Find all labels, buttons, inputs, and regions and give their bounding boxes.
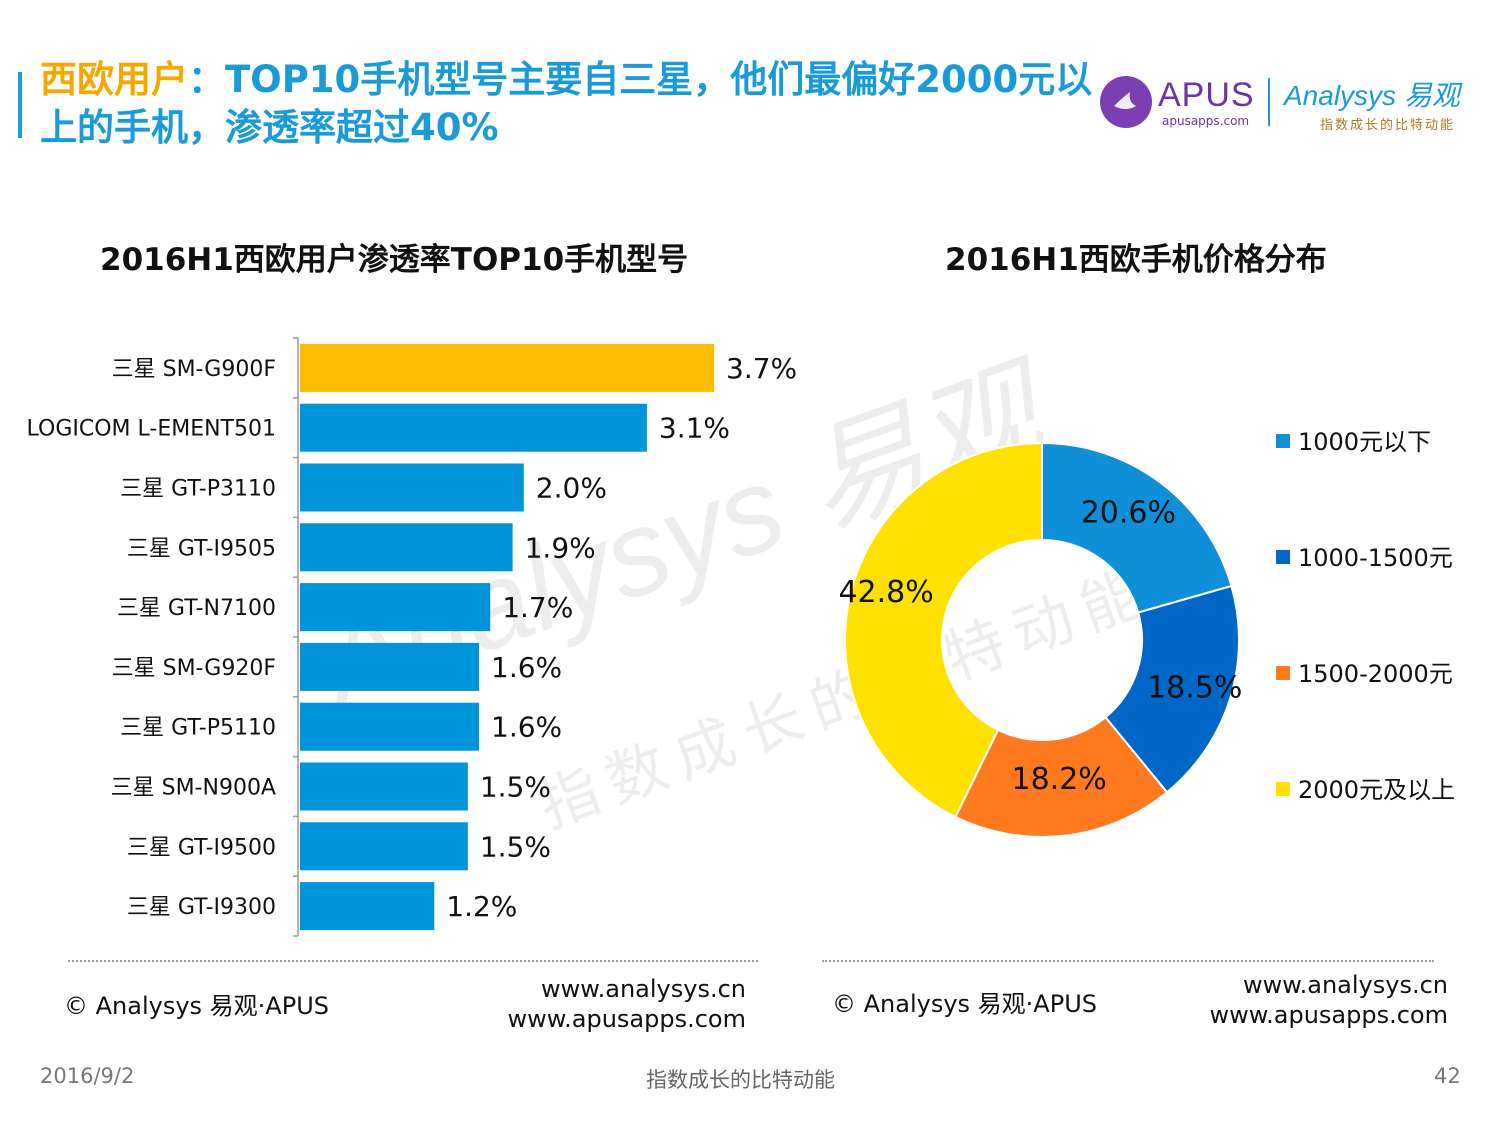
bar-value-label: 1.5%	[480, 771, 551, 804]
bar-category-label: 三星 GT-N7100	[117, 596, 276, 621]
legend-label: 1000-1500元	[1298, 544, 1453, 572]
bar-category-label: 三星 GT-P3110	[120, 477, 276, 502]
bar-value-label: 1.2%	[446, 890, 517, 923]
urls-left: www.analysys.cn www.apusapps.com	[440, 974, 746, 1034]
bar	[300, 583, 491, 632]
bar-chart-title: 2016H1西欧用户渗透率TOP10手机型号	[100, 242, 689, 278]
bar-category-label: 三星 SM-G920F	[112, 656, 276, 681]
bar	[300, 463, 524, 512]
apus-logo: APUS apusapps.com	[1100, 72, 1260, 132]
bar-value-label: 1.6%	[491, 711, 562, 744]
analysys-logo-text: Analysys 易观	[1284, 80, 1460, 111]
bar-category-label: 三星 SM-N900A	[111, 776, 276, 801]
apus-bird-icon	[1100, 76, 1152, 128]
bar-chart: 三星 SM-G900F 3.7% LOGICOM L-EMENT501 3.1% 三星 …	[27, 337, 797, 937]
bar-value-label: 1.5%	[480, 830, 551, 863]
apus-logo-text: APUS	[1158, 76, 1255, 114]
legend-label: 2000元及以上	[1298, 776, 1455, 804]
bar	[300, 822, 468, 871]
bar	[300, 642, 480, 691]
bar	[300, 403, 647, 452]
bar-category-label: 三星 SM-G900F	[112, 357, 276, 382]
bar-category-label: 三星 GT-P5110	[120, 716, 276, 741]
footer-date: 2016/9/2	[40, 1064, 135, 1088]
legend-swatch	[1276, 550, 1290, 564]
donut-slice	[844, 441, 1043, 819]
url-apus-right: www.apusapps.com	[1209, 1001, 1448, 1029]
bar-value-label: 1.6%	[491, 651, 562, 684]
footer-divider-right	[822, 960, 1434, 962]
donut-value-label: 18.2%	[1011, 762, 1106, 797]
urls-right: www.analysys.cn www.apusapps.com	[1140, 970, 1448, 1030]
donut-value-label: 20.6%	[1081, 495, 1176, 530]
bar	[300, 762, 468, 811]
page-title: 西欧用户：TOP10手机型号主要自三星，他们最偏好2000元以上的手机，渗透率超…	[40, 56, 1120, 152]
logo-divider	[1268, 78, 1270, 126]
legend-label: 1000元以下	[1298, 428, 1431, 456]
apus-logo-url: apusapps.com	[1162, 114, 1250, 128]
bar-value-label: 3.1%	[659, 412, 730, 445]
url-analysys-right: www.analysys.cn	[1242, 971, 1448, 999]
page-number: 42	[1434, 1064, 1461, 1088]
copyright-left: © Analysys 易观·APUS	[64, 992, 329, 1020]
pie-chart: 20.6% 18.5% 18.2% 42.8% 1000元以下 1000-1500元 150…	[838, 428, 1455, 838]
bar-value-label: 2.0%	[536, 472, 607, 505]
bar	[300, 702, 480, 751]
legend-swatch	[1276, 666, 1290, 680]
bar-category-label: 三星 GT-I9500	[127, 835, 276, 860]
bar-category-label: 三星 GT-I9300	[127, 895, 276, 920]
analysys-logo-slogan: 指数成长的比特动能	[1320, 118, 1456, 133]
footer-slogan: 指数成长的比特动能	[646, 1068, 835, 1092]
donut-value-label: 18.5%	[1147, 671, 1242, 706]
page-title-rest: ：TOP10手机型号主要自三星，他们最偏好2000元以上的手机，渗透率超过40%	[40, 58, 1093, 149]
donut-slice	[1041, 441, 1233, 614]
legend-label: 1500-2000元	[1298, 660, 1453, 688]
bar-category-label: LOGICOM L-EMENT501	[27, 417, 276, 442]
footer-divider-left	[68, 960, 758, 962]
bar-value-label: 1.7%	[502, 591, 573, 624]
analysys-logo: Analysys 易观 指数成长的比特动能	[1284, 72, 1484, 133]
donut-slice	[1104, 584, 1240, 794]
page-title-highlight: 西欧用户	[40, 58, 188, 101]
bar	[300, 343, 715, 392]
bar-value-label: 1.9%	[525, 531, 596, 564]
bar-category-label: 三星 GT-I9505	[127, 536, 276, 561]
donut-value-label: 42.8%	[838, 575, 933, 610]
bar	[300, 523, 513, 572]
copyright-right: © Analysys 易观·APUS	[832, 990, 1097, 1018]
url-analysys-left: www.analysys.cn	[540, 975, 746, 1003]
url-apus-left: www.apusapps.com	[507, 1005, 746, 1033]
bar-value-label: 3.7%	[726, 352, 797, 385]
title-accent-bar	[18, 72, 22, 138]
legend-swatch	[1276, 434, 1290, 448]
legend-swatch	[1276, 782, 1290, 796]
bar	[300, 882, 435, 931]
donut-slice	[954, 715, 1169, 838]
pie-chart-title: 2016H1西欧手机价格分布	[945, 242, 1327, 278]
